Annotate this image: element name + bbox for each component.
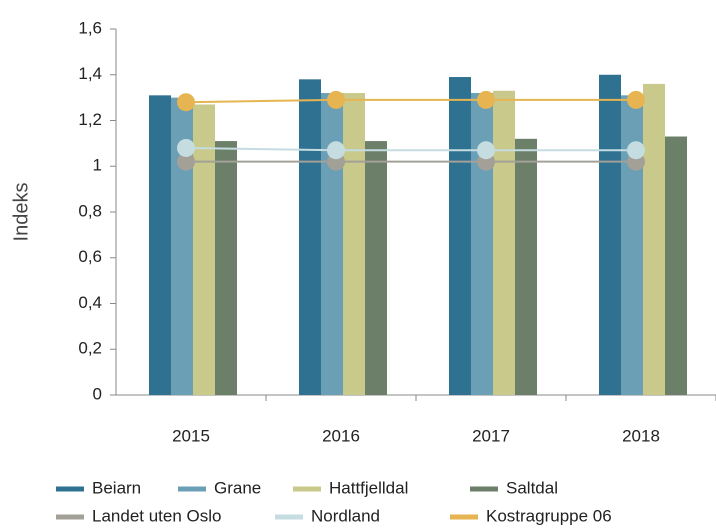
x-tick-label: 2017 [472, 426, 510, 445]
line [185, 146, 636, 152]
x-tick-label: 2016 [322, 426, 360, 445]
line-point [177, 138, 195, 157]
bar [493, 90, 515, 395]
line [185, 98, 636, 104]
line-point [327, 141, 345, 160]
bar [365, 141, 387, 395]
line-point [477, 90, 495, 109]
line-point [177, 152, 195, 171]
y-tick-label: 0 [93, 384, 102, 403]
y-tick-label: 0,4 [78, 293, 102, 312]
y-tick-label: 1,2 [78, 110, 102, 129]
legend-label: Landet uten Oslo [92, 506, 221, 525]
bar [621, 95, 643, 396]
y-axis-label: Indeks [10, 183, 32, 242]
bar [515, 138, 537, 396]
y-tick-label: 1,4 [78, 64, 102, 83]
bar [171, 97, 193, 395]
line-point [477, 141, 495, 160]
y-tick-label: 1,6 [78, 18, 102, 37]
y-tick-label: 0,8 [78, 201, 102, 220]
line-point [327, 90, 345, 109]
bar [321, 93, 343, 396]
legend-label: Saltdal [506, 478, 558, 497]
bar [599, 74, 621, 395]
y-tick-label: 0,6 [78, 247, 102, 266]
line-point [177, 93, 195, 112]
bar [449, 77, 471, 395]
bar [643, 83, 665, 396]
legend-label: Hattfjelldal [329, 478, 408, 497]
line-point [627, 90, 645, 109]
bar [215, 141, 237, 395]
x-tick-label: 2015 [172, 426, 210, 445]
legend-label: Grane [214, 478, 261, 497]
legend-label: Beiarn [92, 478, 141, 497]
bar [665, 136, 687, 395]
legend-label: Kostragruppe 06 [486, 506, 612, 525]
y-tick-label: 1 [93, 156, 102, 175]
bar [299, 79, 321, 395]
bar [343, 93, 365, 396]
bar [471, 93, 493, 396]
line-point [627, 141, 645, 160]
x-tick-label: 2018 [622, 426, 660, 445]
bar [193, 104, 215, 396]
y-tick-label: 0,2 [78, 339, 102, 358]
legend-label: Nordland [311, 506, 380, 525]
bar [149, 95, 171, 396]
